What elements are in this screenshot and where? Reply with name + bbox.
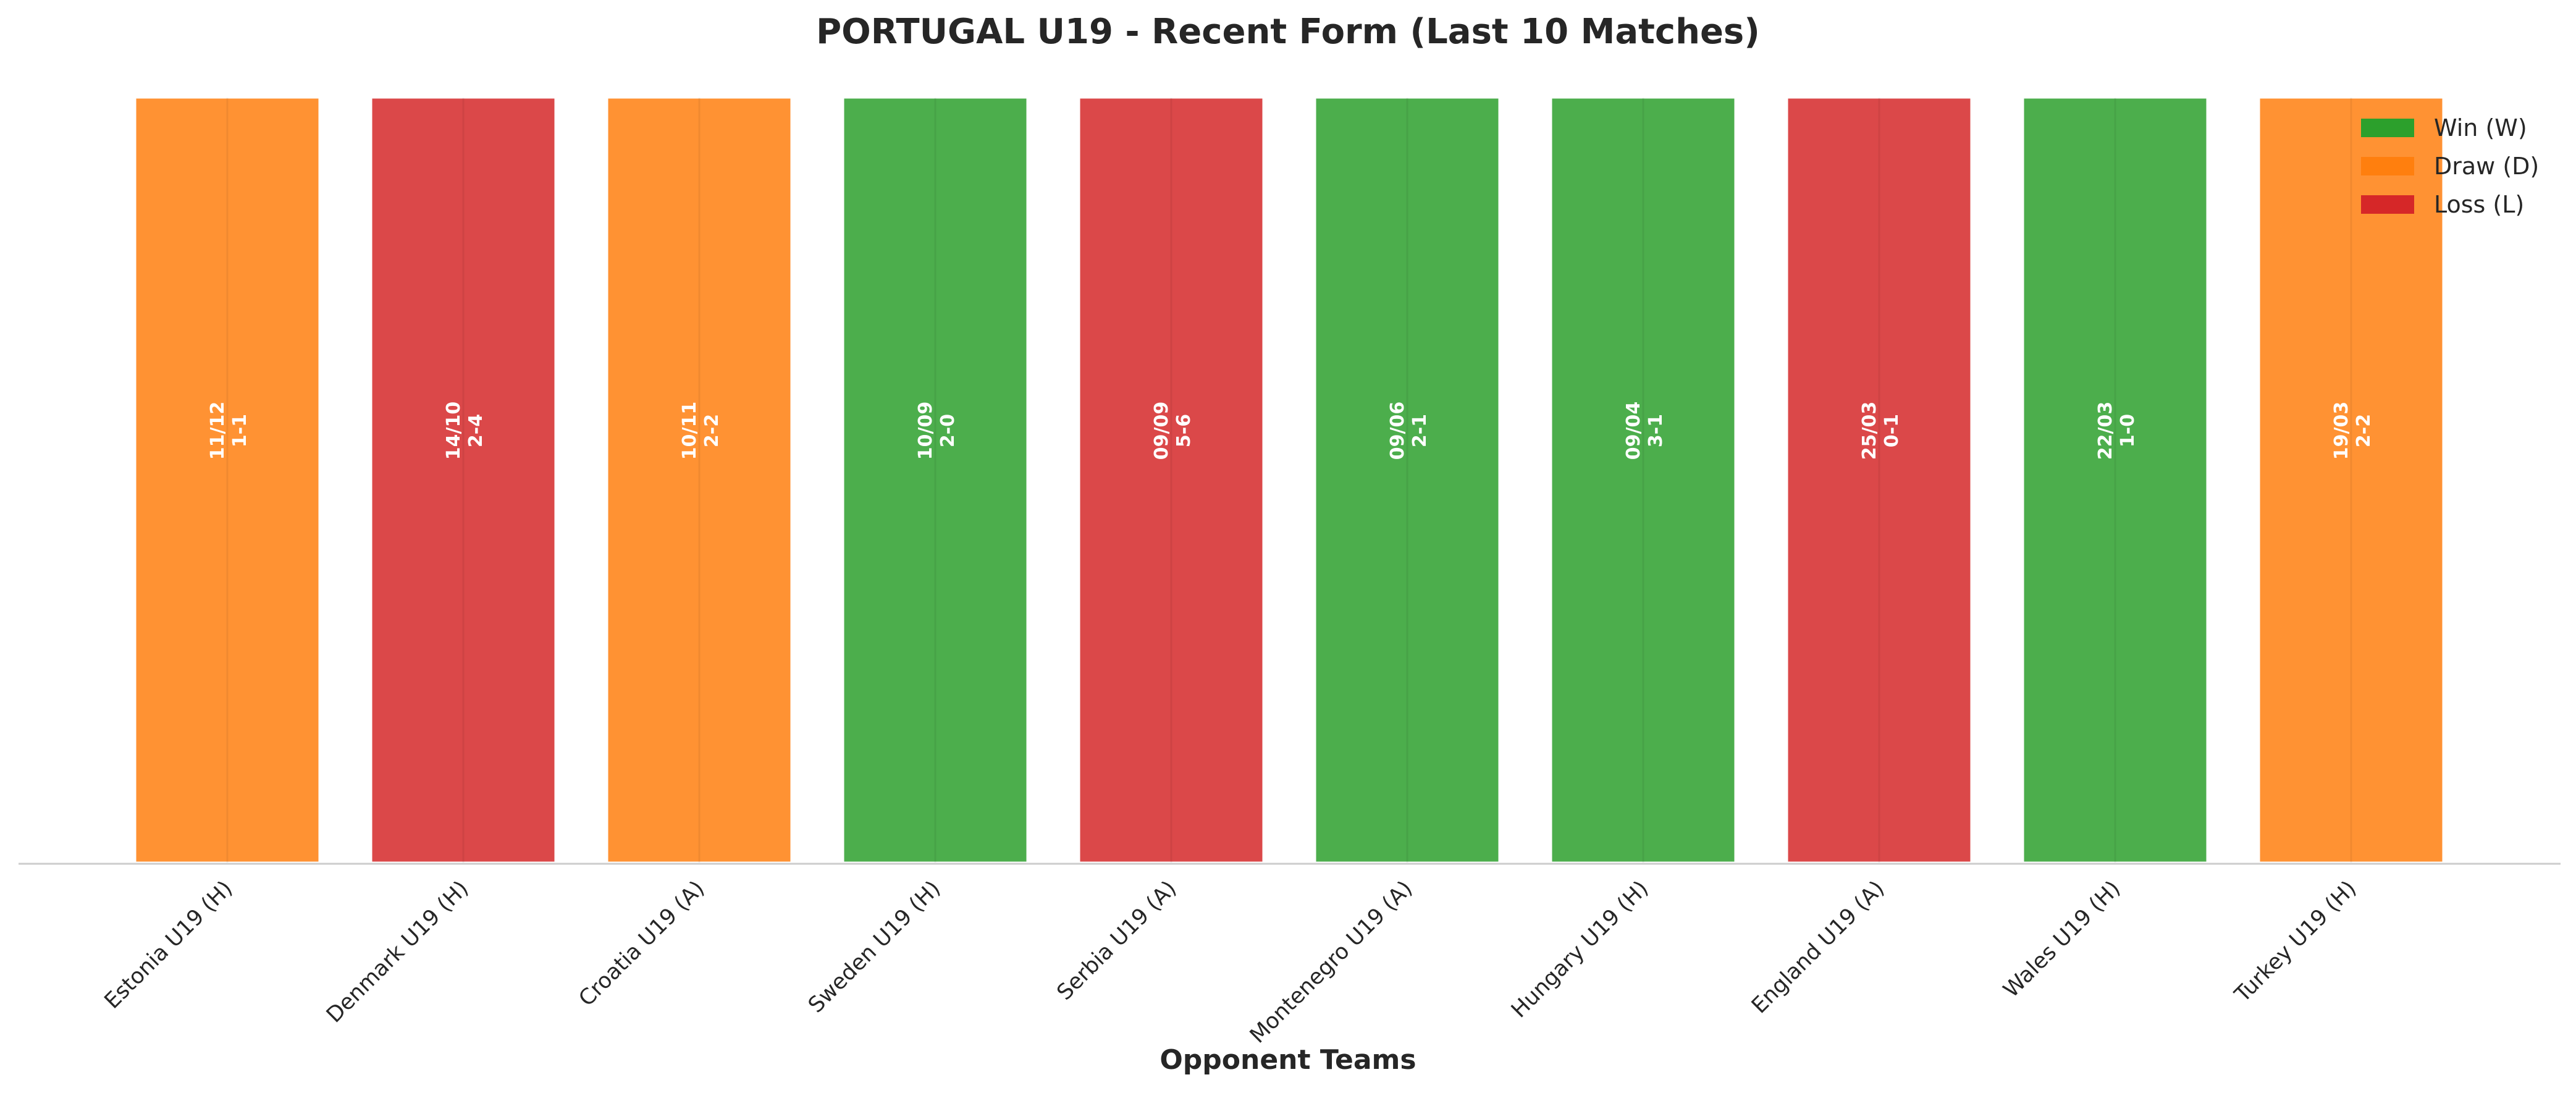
bar-group: 10/112-2 [606, 96, 793, 864]
legend-label: Loss (L) [2434, 191, 2524, 218]
bars-layer: 11/121-1 14/102-4 10/112-2 10/092-0 09/095-6… [134, 96, 2444, 864]
x-tick-label: Serbia U19 (A) [1053, 876, 1182, 1005]
x-tick-labels: Estonia U19 (H) Denmark U19 (H) Croatia U1… [100, 876, 2362, 1048]
x-axis-label: Opponent Teams [1160, 1044, 1416, 1076]
bar-label: 22/031-0 [2095, 402, 2139, 460]
chart-title: PORTUGAL U19 - Recent Form (Last 10 Matc… [816, 12, 1760, 52]
bar-label: 25/030-1 [1859, 402, 1903, 460]
bar-date-label: 10/11 [679, 402, 701, 460]
bar [134, 96, 321, 864]
bar [1078, 96, 1265, 864]
bar [1550, 96, 1736, 864]
bar-score-label: 2-4 [465, 414, 487, 447]
bar-group: 09/062-1 [1314, 96, 1501, 864]
x-tick-label: Estonia U19 (H) [100, 876, 238, 1014]
x-tick-label: Wales U19 (H) [1999, 876, 2126, 1003]
legend-swatch [2361, 119, 2414, 137]
bar-date-label: 14/10 [443, 402, 465, 460]
x-tick-label: England U19 (A) [1747, 876, 1889, 1018]
bar [2022, 96, 2208, 864]
bar [606, 96, 793, 864]
legend-label: Draw (D) [2434, 153, 2539, 180]
bar-label: 19/032-2 [2331, 402, 2375, 460]
bar-label: 11/121-1 [207, 402, 251, 460]
bar-date-label: 09/09 [1151, 402, 1172, 460]
bar [842, 96, 1029, 864]
legend-item: Draw (D) [2361, 153, 2539, 180]
bar-score-label: 2-1 [1409, 414, 1431, 447]
x-tick-label: Hungary U19 (H) [1507, 876, 1653, 1023]
bar [370, 96, 557, 864]
bar-group: 25/030-1 [1786, 96, 1972, 864]
bar-score-label: 5-6 [1173, 414, 1195, 447]
bar-group: 09/043-1 [1550, 96, 1736, 864]
x-tick-label: Croatia U19 (A) [575, 876, 710, 1011]
bar-group: 22/031-0 [2022, 96, 2208, 864]
x-tick-label: Denmark U19 (H) [322, 876, 473, 1028]
bar-score-label: 2-2 [701, 414, 723, 447]
bar-date-label: 19/03 [2331, 402, 2352, 460]
bar-label: 14/102-4 [443, 402, 487, 460]
bar-score-label: 2-2 [2353, 414, 2375, 447]
bar-date-label: 25/03 [1859, 402, 1880, 460]
legend-swatch [2361, 195, 2414, 214]
bar [1786, 96, 1972, 864]
bar-date-label: 22/03 [2095, 402, 2116, 460]
legend-item: Win (W) [2361, 114, 2527, 141]
bar-score-label: 3-1 [1645, 414, 1667, 447]
bar-date-label: 11/12 [207, 402, 229, 460]
bar-group: 14/102-4 [370, 96, 557, 864]
bar-group: 09/095-6 [1078, 96, 1265, 864]
bar-score-label: 1-0 [2117, 414, 2139, 447]
legend: Win (W) Draw (D) Loss (L) [2361, 114, 2539, 218]
bar-date-label: 10/09 [915, 402, 937, 460]
bar-label: 09/062-1 [1387, 402, 1431, 460]
bar-label: 10/112-2 [679, 402, 723, 460]
bar-group: 19/032-2 [2258, 96, 2444, 864]
x-tick-label: Montenegro U19 (A) [1245, 876, 1417, 1048]
x-tick-label: Turkey U19 (H) [2230, 876, 2362, 1008]
bar-date-label: 09/04 [1623, 402, 1644, 460]
bar-score-label: 0-1 [1881, 414, 1903, 447]
legend-item: Loss (L) [2361, 191, 2524, 218]
legend-swatch [2361, 157, 2414, 175]
bar-score-label: 2-0 [937, 414, 959, 447]
bar [1314, 96, 1501, 864]
bar-score-label: 1-1 [229, 414, 251, 447]
bar-group: 11/121-1 [134, 96, 321, 864]
bar-label: 10/092-0 [915, 402, 959, 460]
legend-label: Win (W) [2434, 114, 2527, 141]
bar-label: 09/043-1 [1623, 402, 1667, 460]
bar-date-label: 09/06 [1387, 402, 1408, 460]
bar-group: 10/092-0 [842, 96, 1029, 864]
bar [2258, 96, 2444, 864]
bar-label: 09/095-6 [1151, 402, 1195, 460]
x-tick-label: Sweden U19 (H) [804, 876, 945, 1018]
